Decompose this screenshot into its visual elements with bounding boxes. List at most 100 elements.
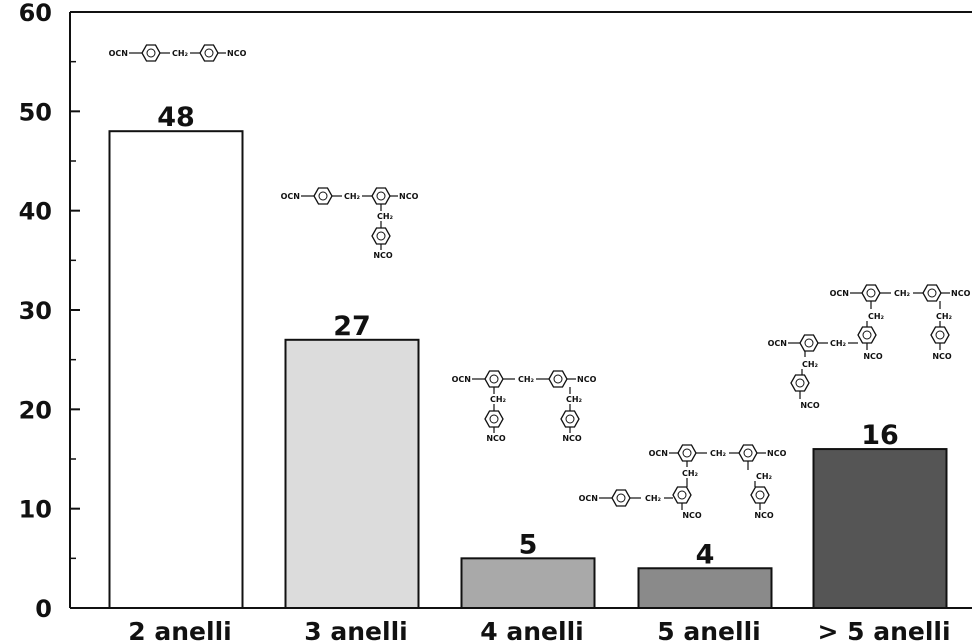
structure-label: CH₂	[490, 395, 507, 404]
structure-label: NCO	[373, 251, 393, 260]
structure-label: CH₂	[756, 472, 773, 481]
x-category-label: 3 anelli	[304, 617, 407, 643]
structure-label: CH₂	[682, 469, 699, 478]
y-tick-label: 40	[19, 198, 52, 226]
structure-label: NCO	[767, 449, 787, 458]
benzene-ring	[861, 284, 881, 302]
structure-label: OCN	[768, 339, 787, 348]
benzene-ring	[677, 444, 697, 462]
bar	[108, 130, 244, 609]
benzene-ring	[738, 444, 758, 462]
benzene-ring-inner	[318, 191, 328, 201]
benzene-ring-inner	[795, 378, 805, 388]
structure-label: CH₂	[518, 375, 535, 384]
structure-label: OCN	[579, 494, 598, 503]
bar	[812, 448, 948, 610]
structure-label: OCN	[452, 375, 471, 384]
x-category-label: 5 anelli	[657, 617, 760, 643]
x-category-label: > 5 anelli	[817, 617, 950, 643]
structure-label: OCN	[830, 289, 849, 298]
benzene-ring	[371, 187, 391, 205]
structure-label: NCO	[754, 511, 774, 520]
structure-label: NCO	[227, 49, 247, 58]
y-tick-label: 10	[19, 496, 52, 524]
benzene-ring-inner	[204, 48, 214, 58]
bar	[637, 567, 773, 609]
structure-label: CH₂	[830, 339, 847, 348]
structure-label: CH₂	[936, 312, 953, 321]
structure-label: CH₂	[566, 395, 583, 404]
structure-label: NCO	[682, 511, 702, 520]
bar-value-label: 48	[157, 102, 195, 133]
structure-label: NCO	[863, 352, 883, 361]
structure-label: CH₂	[344, 192, 361, 201]
structure-2-rings: OCN CH₂ NCO	[109, 44, 247, 62]
bar	[284, 338, 420, 609]
structure-5-rings: OCN CH₂ NCO CH₂ NCO CH₂ NCO OCN CH₂	[579, 444, 787, 520]
structure-label: NCO	[486, 434, 506, 443]
y-tick-label: 60	[19, 0, 52, 27]
benzene-ring-inner	[804, 338, 814, 348]
bar	[460, 557, 596, 609]
benzene-ring	[560, 410, 580, 428]
benzene-ring-inner	[743, 448, 753, 458]
data-labels: 48 27 5 4 16	[157, 102, 899, 570]
structure-label: NCO	[800, 401, 820, 410]
benzene-ring-inner	[677, 490, 687, 500]
structure-label: NCO	[932, 352, 952, 361]
structure-label: NCO	[399, 192, 419, 201]
benzene-ring	[548, 370, 568, 388]
benzene-ring-inner	[935, 330, 945, 340]
benzene-ring-inner	[682, 448, 692, 458]
y-tick-label: 50	[19, 98, 52, 126]
benzene-ring	[199, 44, 219, 62]
benzene-ring-inner	[489, 414, 499, 424]
structure-label: CH₂	[894, 289, 911, 298]
structure-label: CH₂	[172, 49, 189, 58]
structure-label: NCO	[951, 289, 971, 298]
benzene-ring	[857, 326, 877, 344]
bar-value-label: 5	[519, 529, 538, 560]
benzene-ring	[930, 326, 950, 344]
structure-label: CH₂	[868, 312, 885, 321]
structure-label: NCO	[562, 434, 582, 443]
y-tick-label: 0	[35, 595, 52, 623]
structure-label: CH₂	[645, 494, 662, 503]
x-category-label: 4 anelli	[480, 617, 583, 643]
structure-4-rings: OCN CH₂ NCO CH₂ NCO CH₂ NCO	[452, 370, 597, 443]
benzene-ring-inner	[146, 48, 156, 58]
bar-value-label: 16	[861, 420, 899, 451]
structure-more-rings: OCN CH₂ NCO CH₂ NCO CH₂ NCO OCN CH₂ CH₂ NCO	[768, 284, 971, 410]
benzene-ring	[484, 370, 504, 388]
benzene-ring	[141, 44, 161, 62]
benzene-ring	[313, 187, 333, 205]
benzene-ring	[484, 410, 504, 428]
benzene-ring	[922, 284, 942, 302]
benzene-ring-inner	[862, 330, 872, 340]
benzene-ring-inner	[553, 374, 563, 384]
structure-label: CH₂	[377, 212, 394, 221]
y-tick-label: 20	[19, 396, 52, 424]
y-tick-label: 30	[19, 297, 52, 325]
structure-3-rings: OCN CH₂ NCO CH₂ NCO	[281, 187, 419, 260]
bar-value-label: 27	[333, 311, 371, 342]
benzene-ring	[611, 489, 631, 507]
structure-label: OCN	[281, 192, 300, 201]
x-category-label: 2 anelli	[128, 617, 231, 643]
benzene-ring-inner	[866, 288, 876, 298]
structure-label: NCO	[577, 375, 597, 384]
benzene-ring-inner	[616, 493, 626, 503]
benzene-ring	[750, 486, 770, 504]
chemical-structures: OCN CH₂ NCO OCN CH₂ NCO CH₂ NCO OCN CH₂ NCO CH₂ NCO C…	[109, 44, 971, 520]
benzene-ring	[799, 334, 819, 352]
benzene-ring-inner	[565, 414, 575, 424]
benzene-ring	[672, 486, 692, 504]
structure-label: OCN	[649, 449, 668, 458]
structure-label: CH₂	[710, 449, 727, 458]
benzene-ring-inner	[376, 231, 386, 241]
benzene-ring-inner	[376, 191, 386, 201]
benzene-ring-inner	[927, 288, 937, 298]
benzene-ring-inner	[489, 374, 499, 384]
bar-value-label: 4	[696, 539, 715, 570]
